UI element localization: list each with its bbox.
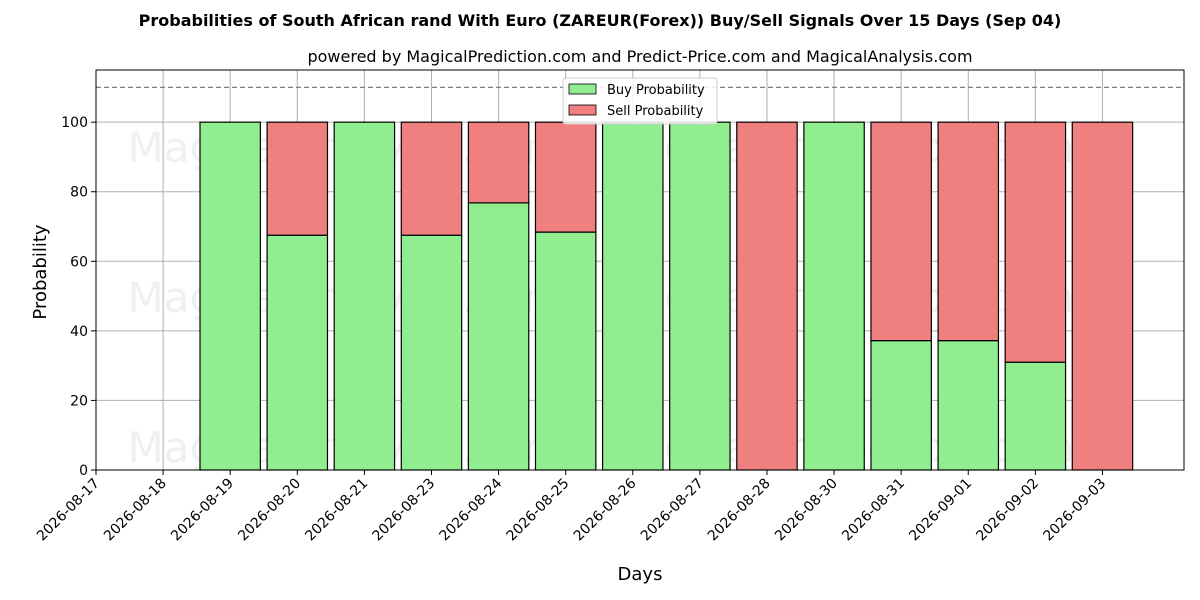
x-axis-label: Days	[618, 564, 663, 585]
legend-swatch-buy	[568, 83, 597, 95]
x-tick-label: 2026-08-31	[839, 476, 908, 545]
x-tick-label: 2026-08-21	[302, 476, 371, 545]
x-tick-label: 2026-08-23	[369, 476, 438, 545]
bar-sell	[870, 121, 932, 342]
bar-sell	[1004, 121, 1067, 363]
bar-buy	[1004, 361, 1067, 471]
bars	[199, 121, 1134, 471]
x-tick-label: 2026-09-02	[973, 476, 1042, 545]
bar-buy	[803, 121, 865, 471]
x-tick-label: 2026-08-24	[437, 475, 506, 544]
bar-buy	[870, 340, 932, 471]
bar-sell	[467, 121, 530, 204]
bar-buy	[534, 231, 597, 471]
x-tick-label: 2026-08-25	[504, 476, 573, 545]
y-tick-label: 80	[70, 185, 88, 201]
y-tick-label: 60	[70, 254, 88, 270]
bar-buy	[199, 121, 261, 471]
chart-title: Probabilities of South African rand With…	[139, 11, 1062, 30]
bar-sell	[400, 121, 463, 236]
legend-swatch-sell	[568, 104, 597, 116]
plot-frame	[95, 69, 1185, 471]
y-tick-label: 20	[70, 393, 88, 409]
y-tick-label: 100	[61, 115, 88, 131]
chart-subtitle: powered by MagicalPrediction.com and Pre…	[307, 47, 972, 66]
y-axis: 0 20 40 60 80 100	[61, 115, 96, 479]
x-tick-label: 2026-08-26	[571, 475, 640, 544]
bar-sell	[1071, 121, 1134, 471]
x-tick-label: 2026-08-30	[772, 476, 841, 545]
x-tick-label: 2026-08-28	[705, 476, 774, 545]
bar-sell	[534, 121, 597, 233]
bar-buy	[400, 234, 463, 471]
y-tick-label: 40	[70, 324, 88, 340]
legend-box	[562, 77, 718, 125]
x-tick-label: 2026-08-27	[638, 476, 707, 545]
bar-buy	[669, 121, 731, 471]
bar-sell	[937, 121, 1000, 342]
bar-buy	[937, 340, 1000, 471]
x-tick-label: 2026-08-20	[235, 476, 304, 545]
bar-sell	[266, 121, 329, 236]
bar-buy	[266, 234, 329, 471]
legend-label-sell: Sell Probability	[607, 104, 704, 119]
x-tick-label: 2026-08-18	[101, 476, 170, 545]
x-tick-label: 2026-09-03	[1040, 476, 1109, 545]
bar-sell	[736, 121, 798, 471]
x-axis: 2026-08-172026-08-182026-08-192026-08-20…	[34, 470, 1109, 544]
bar-buy	[601, 121, 664, 471]
bar-buy	[467, 202, 530, 471]
legend: Buy Probability Sell Probability	[562, 77, 718, 125]
x-tick-label: 2026-08-19	[168, 476, 237, 545]
bar-buy	[333, 121, 396, 471]
y-tick-label: 0	[79, 463, 88, 479]
x-tick-label: 2026-09-01	[906, 476, 975, 545]
legend-label-buy: Buy Probability	[607, 83, 705, 98]
x-tick-label: 2026-08-17	[34, 476, 103, 545]
y-axis-label: Probability	[30, 224, 51, 319]
